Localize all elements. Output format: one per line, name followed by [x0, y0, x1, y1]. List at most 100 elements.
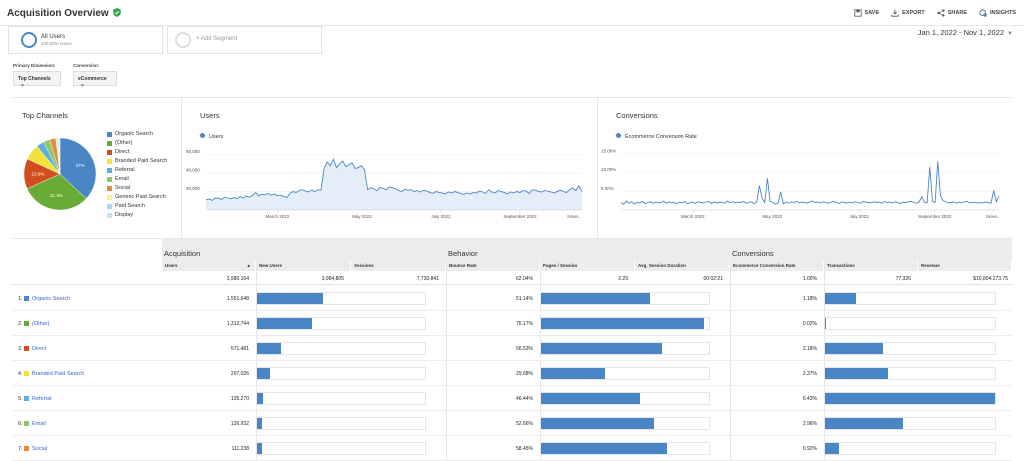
legend-item[interactable]: Display [107, 212, 133, 218]
col-pages-session[interactable]: Pages / Session [540, 261, 635, 271]
save-button[interactable]: SAVE [853, 9, 879, 17]
total-conv-rate: 1.00% [802, 276, 817, 282]
legend-item[interactable]: Branded Paid Search [107, 158, 167, 164]
primary-dimension-select[interactable]: Top Channels▾ [13, 71, 61, 89]
legend-label: Social [115, 185, 130, 191]
insights-button[interactable]: INSIGHTS [979, 9, 1016, 17]
table-row: 4. Branded Paid Search 297,026 29.68% 2.37% [12, 361, 1012, 386]
legend-item[interactable]: (Other) [107, 140, 132, 146]
chevron-down-icon: ▼ [1007, 31, 1013, 37]
legend-item[interactable]: Referral [107, 167, 135, 173]
col-transactions[interactable]: Transactions [824, 261, 918, 271]
conv-rate-value: 6.43% [802, 395, 817, 402]
column-divider [256, 261, 257, 461]
total-revenue: $10,804,273.75 [973, 276, 1008, 282]
users-series-legend: Users [200, 133, 223, 140]
bar-fill [541, 443, 667, 454]
bar-fill [825, 393, 995, 404]
bar-track [540, 392, 710, 405]
export-icon [891, 9, 899, 17]
series-dot-icon [200, 133, 205, 138]
pie-slice-label: 37% [76, 163, 85, 168]
y-tick-label: 60,000 [186, 149, 200, 154]
legend-item[interactable]: Generic Paid Search [107, 194, 166, 200]
col-sessions[interactable]: Sessions [351, 261, 446, 271]
users-value: 1,312,744 [226, 320, 249, 327]
bar-track [256, 342, 426, 355]
legend-item[interactable]: Organic Search [107, 131, 153, 137]
col-users[interactable]: Users ▲ [162, 261, 256, 271]
users-value: 111,238 [231, 445, 249, 452]
conversion-select[interactable]: eCommerce▾ [73, 71, 117, 89]
share-button[interactable]: SHARE [937, 9, 967, 17]
primary-dimension-label: Primary Dimension: [13, 63, 56, 68]
total-avg-duration: 00:02:21 [703, 276, 723, 282]
x-tick-label: March 2022 [681, 214, 705, 219]
series-line[interactable] [620, 161, 1000, 205]
legend-item[interactable]: Direct [107, 149, 129, 155]
top-channels-pie: 37% 31.3% 13.6% [23, 137, 97, 211]
channel-link[interactable]: Organic Search [32, 295, 71, 302]
bar-track [824, 442, 996, 455]
col-avg-duration[interactable]: Avg. Session Duration [635, 261, 730, 271]
column-divider [824, 261, 825, 461]
legend-item[interactable]: Email [107, 176, 129, 182]
legend-item[interactable]: Social [107, 185, 130, 191]
channel-link[interactable]: Referral [32, 395, 52, 402]
add-segment-button[interactable]: + Add Segment [167, 26, 322, 54]
col-revenue[interactable]: Revenue [918, 261, 1012, 271]
page-title: Acquisition Overview [7, 8, 122, 19]
bar-track [540, 317, 710, 330]
legend-label: Organic Search [115, 131, 154, 137]
bar-track [824, 317, 996, 330]
bar-fill [541, 368, 605, 379]
table-row: 5. Referral 135,270 46.44% 6.43% [12, 386, 1012, 411]
pie-slice[interactable] [59, 137, 97, 199]
col-conv-rate[interactable]: Ecommerce Conversion Rate [730, 261, 824, 271]
bar-fill [257, 343, 281, 354]
channel-swatch [24, 371, 29, 376]
channel-swatch [24, 346, 29, 351]
channel-link[interactable]: Social [32, 445, 47, 452]
series-line[interactable] [205, 158, 583, 201]
conv-rate-value: 2.37% [802, 370, 817, 377]
bar-track [824, 367, 996, 380]
legend-swatch [107, 167, 112, 173]
export-button[interactable]: EXPORT [891, 9, 925, 17]
bar-track [256, 292, 426, 305]
channel-link[interactable]: Email [32, 420, 46, 427]
pie-slice-label: 13.6% [32, 171, 45, 176]
col-new-users[interactable]: New Users [256, 261, 351, 271]
bar-fill [257, 318, 312, 329]
legend-swatch [107, 176, 112, 182]
segment-name: All Users [41, 34, 66, 40]
legend-swatch [107, 194, 112, 200]
panel-divider [597, 97, 598, 239]
table-row: 7. Social 111,238 58.45% 0.92% [12, 436, 1012, 461]
row-number: 1. [18, 296, 23, 302]
channels-table: Acquisition Behavior Conversions Users ▲ … [12, 239, 1012, 461]
bar-fill [825, 293, 856, 304]
users-value: 126,932 [230, 420, 249, 427]
row-number: 2. [18, 321, 23, 327]
legend-swatch [107, 158, 112, 164]
pie-slice[interactable] [58, 137, 61, 175]
bar-fill [825, 368, 888, 379]
date-range-picker[interactable]: Jan 1, 2022 - Nov 1, 2022 ▼ [917, 28, 1013, 37]
table-row: 3. Direct 571,481 56.53% 2.18% [12, 336, 1012, 361]
pie-slice[interactable] [26, 173, 87, 211]
channel-link[interactable]: Branded Paid Search [32, 370, 85, 377]
y-tick-label: 20,000 [186, 186, 200, 191]
y-tick-label: 5.00% [601, 186, 614, 191]
channel-link[interactable]: (Other) [32, 320, 50, 327]
segment-all-users[interactable]: All Users 100.00% Users [8, 26, 163, 54]
bar-track [540, 442, 710, 455]
row-number: 7. [18, 446, 23, 452]
sort-desc-icon: ▲ [246, 263, 251, 268]
channel-link[interactable]: Direct [32, 345, 47, 352]
col-bounce-rate[interactable]: Bounce Rate [446, 261, 540, 271]
legend-item[interactable]: Paid Search [107, 203, 145, 209]
column-divider [540, 261, 541, 461]
bar-fill [257, 368, 270, 379]
chevron-down-icon: ▾ [21, 83, 25, 89]
